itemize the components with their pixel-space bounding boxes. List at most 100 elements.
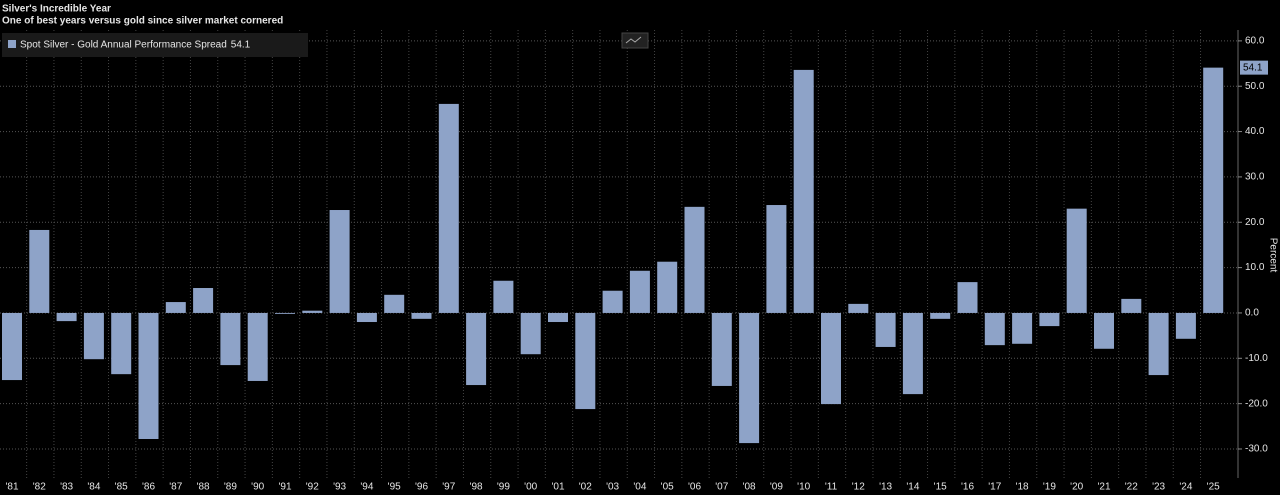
x-tick-label: '17 <box>988 482 1001 493</box>
x-tick-label: '13 <box>879 482 892 493</box>
x-tick-label: '21 <box>1097 482 1110 493</box>
x-tick-label: '11 <box>825 482 838 493</box>
bar <box>83 312 104 360</box>
y-tick-label: 30.0 <box>1245 172 1265 183</box>
bar <box>875 312 896 347</box>
bar <box>56 312 77 322</box>
bar <box>493 280 514 313</box>
legend <box>2 33 308 57</box>
chart-subtitle: One of best years versus gold since silv… <box>2 16 283 27</box>
bar <box>848 303 869 313</box>
legend-label: Spot Silver - Gold Annual Performance Sp… <box>20 40 227 51</box>
y-tick-label: -30.0 <box>1245 444 1268 455</box>
x-tick-label: '24 <box>1179 482 1192 493</box>
bar <box>1039 312 1060 327</box>
bar <box>356 312 377 323</box>
x-tick-label: '14 <box>906 482 919 493</box>
bar <box>684 206 705 313</box>
x-tick-label: '19 <box>1043 482 1056 493</box>
x-tick-label: '91 <box>278 482 291 493</box>
bar <box>1148 312 1169 376</box>
x-tick-label: '12 <box>852 482 865 493</box>
bar <box>384 294 405 313</box>
bar <box>1175 312 1196 339</box>
bar <box>984 312 1005 346</box>
bar <box>602 290 623 313</box>
bar <box>165 302 186 313</box>
y-axis-label: Percent <box>1267 238 1278 273</box>
x-tick-label: '95 <box>388 482 401 493</box>
x-tick-label: '16 <box>961 482 974 493</box>
bar <box>138 312 159 440</box>
x-tick-label: '09 <box>770 482 783 493</box>
bar <box>739 312 760 444</box>
bar <box>29 229 50 313</box>
y-tick-label: -20.0 <box>1245 398 1268 409</box>
x-tick-label: '15 <box>934 482 947 493</box>
bar <box>821 312 841 405</box>
x-tick-label: '81 <box>5 482 18 493</box>
x-tick-label: '87 <box>169 482 182 493</box>
x-tick-label: '96 <box>415 482 428 493</box>
bar <box>275 312 295 314</box>
x-tick-label: '04 <box>633 482 646 493</box>
x-tick-label: '88 <box>197 482 210 493</box>
value-tag <box>1240 60 1268 75</box>
bar <box>657 261 678 313</box>
x-tick-label: '22 <box>1125 482 1138 493</box>
bar <box>793 69 814 313</box>
x-tick-label: '92 <box>306 482 319 493</box>
bar <box>1203 67 1224 313</box>
bar <box>1012 312 1033 344</box>
y-tick-label: 10.0 <box>1245 262 1265 273</box>
x-tick-label: '02 <box>579 482 592 493</box>
chart-type-icon[interactable] <box>621 32 649 49</box>
x-tick-label: '25 <box>1207 482 1220 493</box>
x-tick-label: '84 <box>87 482 100 493</box>
bar <box>1121 298 1142 313</box>
icon-line <box>625 36 642 44</box>
x-tick-label: '10 <box>797 482 810 493</box>
plot: 60.0 50.0 40.0 30.0 20.0 10.0 0.0 -10.0 -20.0 -30… <box>0 30 1268 493</box>
x-tick-label: '93 <box>333 482 346 493</box>
y-tick-label: 20.0 <box>1245 217 1265 228</box>
x-tick-label: '08 <box>743 482 756 493</box>
y-tick-label: 50.0 <box>1245 81 1265 92</box>
y-tick-label: 40.0 <box>1245 126 1265 137</box>
x-tick-label: '06 <box>688 482 701 493</box>
x-tick-label: '94 <box>360 482 373 493</box>
legend-value: 54.1 <box>231 40 251 51</box>
x-tick-label: '98 <box>470 482 483 493</box>
bar <box>766 205 787 313</box>
legend-swatch <box>8 40 16 48</box>
y-tick-label: 0.0 <box>1245 308 1259 319</box>
bar <box>302 310 323 313</box>
x-tick-label: '05 <box>661 482 674 493</box>
bar <box>1066 208 1087 313</box>
bar <box>548 312 568 323</box>
x-tick-label: '82 <box>33 482 46 493</box>
x-tick-label: '20 <box>1070 482 1083 493</box>
bar <box>438 103 459 313</box>
chart-title: Silver's Incredible Year <box>2 4 111 15</box>
bar <box>902 312 923 395</box>
x-tick-label: '03 <box>606 482 619 493</box>
value-tag-label: 54.1 <box>1243 62 1263 73</box>
bar <box>629 270 650 313</box>
x-tick-label: '89 <box>224 482 237 493</box>
bar <box>711 312 732 386</box>
bar <box>329 210 350 313</box>
bar <box>957 282 978 313</box>
bar <box>575 312 596 410</box>
bar <box>247 312 268 381</box>
x-tick-label: '00 <box>524 482 537 493</box>
bar <box>2 312 22 381</box>
x-tick-label: '01 <box>551 482 564 493</box>
bar <box>193 288 214 313</box>
y-tick-label: 60.0 <box>1245 36 1265 47</box>
x-tick-label: '23 <box>1152 482 1165 493</box>
bar <box>411 312 432 319</box>
x-tick-label: '07 <box>715 482 728 493</box>
bar <box>1094 312 1114 349</box>
